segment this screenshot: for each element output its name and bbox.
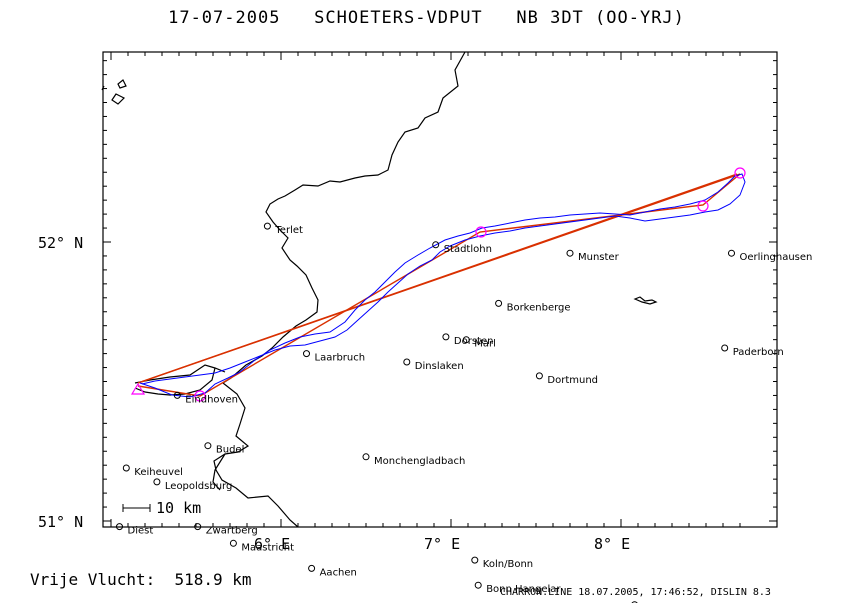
place-label: Paderborn: [733, 347, 784, 358]
y-tick-label: 51° N: [38, 513, 83, 531]
place-marker: Monchengladbach: [362, 453, 465, 467]
place-marker: Marl: [462, 336, 496, 350]
x-tick-label: 8° E: [594, 535, 630, 553]
place-label: Leopoldsburg: [165, 481, 232, 492]
place-marker: Budel: [204, 442, 244, 456]
place-dot: [308, 564, 316, 572]
scale-label: 10 km: [156, 499, 201, 517]
place-dot: [462, 336, 470, 344]
turnpoint-circle: [475, 226, 487, 238]
start-triangle-icon: [130, 382, 146, 395]
place-dot: [122, 464, 130, 472]
place-dot: [535, 372, 543, 380]
places-layer: Terlet Stadtlohn Munster Oerlinghausen Borke…: [116, 222, 813, 603]
place-marker: Paderborn: [721, 344, 784, 358]
place-label: Oerlinghausen: [740, 252, 813, 263]
frame-ticks: [103, 52, 777, 527]
place-marker: Stadtlohn: [432, 241, 492, 255]
place-dot: [173, 391, 181, 399]
place-marker: Leopoldsburg: [153, 478, 232, 492]
place-dot: [362, 453, 370, 461]
place-marker: Zwartberg: [194, 523, 258, 537]
place-dot: [442, 333, 450, 341]
place-dot: [721, 344, 729, 352]
place-marker: Laarbruch: [303, 350, 366, 364]
turnpoint-circle: [194, 390, 206, 402]
place-dot: [495, 299, 503, 307]
place-dot: [566, 249, 574, 257]
place-label: Aachen: [320, 567, 357, 578]
place-label: Dinslaken: [415, 361, 464, 372]
place-label: Borkenberge: [507, 302, 571, 313]
place-label: Maastricht: [241, 542, 294, 553]
place-label: Dorsten: [454, 336, 494, 347]
place-marker: Diest: [116, 523, 154, 537]
flight-title: 17-07-2005 SCHOETERS-VDPUT NB 3DT (OO-YR…: [168, 8, 685, 28]
place-marker: Koln/Bonn: [471, 556, 533, 570]
x-tick-label: 7° E: [424, 535, 460, 553]
place-label: Koln/Bonn: [483, 559, 533, 570]
place-dot: [471, 556, 479, 564]
place-label: Zwartberg: [206, 526, 258, 537]
place-label: Bonn Hangelar: [486, 584, 561, 595]
place-label: Munster: [578, 252, 620, 263]
place-dot: [229, 539, 237, 547]
place-marker: Maastricht: [229, 539, 294, 553]
place-marker: Keiheuvel: [122, 464, 183, 478]
place-marker: Oerlinghausen: [728, 249, 813, 263]
place-dot: [204, 442, 212, 450]
x-tick-label: 6° E: [254, 535, 290, 553]
map-frame: [102, 51, 778, 528]
distance-readout: Vrije Vlucht: 518.9 km: [30, 570, 252, 589]
place-dot: [432, 241, 440, 249]
borders-layer: [101, 51, 658, 528]
place-label: Diest: [128, 526, 154, 537]
place-marker: Eindhoven: [173, 391, 238, 405]
turnpoints: [130, 167, 746, 402]
place-dot: [303, 350, 310, 358]
turnpoint-circle: [697, 200, 709, 212]
place-label: Monchengladbach: [374, 456, 465, 467]
place-dot: [403, 358, 411, 366]
scale-bar: [122, 504, 151, 512]
place-label: Budel: [216, 445, 244, 456]
place-dot: [728, 249, 735, 257]
place-dot: [153, 478, 161, 486]
turnpoint-circle: [734, 167, 746, 179]
axis-labels: 6° E 7° E 8° E 52° N 51° N: [38, 234, 630, 553]
place-label: Terlet: [274, 225, 303, 236]
y-tick-label: 52° N: [38, 234, 83, 252]
place-label: Keiheuvel: [134, 467, 183, 478]
place-label: Marl: [474, 339, 496, 350]
place-dot: [631, 601, 638, 603]
flight-track: [139, 173, 746, 398]
place-label: Dortmund: [547, 375, 598, 386]
place-marker: Aachen: [308, 564, 357, 578]
place-marker: Bonn Hangelar: [474, 581, 561, 595]
place-marker: Siegerland: [631, 601, 638, 603]
place-label: Stadtlohn: [444, 244, 492, 255]
place-label: Laarbruch: [315, 353, 366, 364]
place-dot: [474, 581, 482, 589]
place-marker: Munster: [566, 249, 620, 263]
place-label: Eindhoven: [185, 394, 238, 405]
credit-line: CHARRON.LINE 18.07.2005, 17:46:52, DISLI…: [500, 587, 771, 598]
place-marker: Dortmund: [535, 372, 598, 386]
place-marker: Dinslaken: [403, 358, 464, 372]
place-dot: [263, 222, 271, 230]
place-marker: Terlet: [263, 222, 303, 236]
place-marker: Borkenberge: [495, 299, 571, 313]
place-marker: Dorsten: [442, 333, 494, 347]
